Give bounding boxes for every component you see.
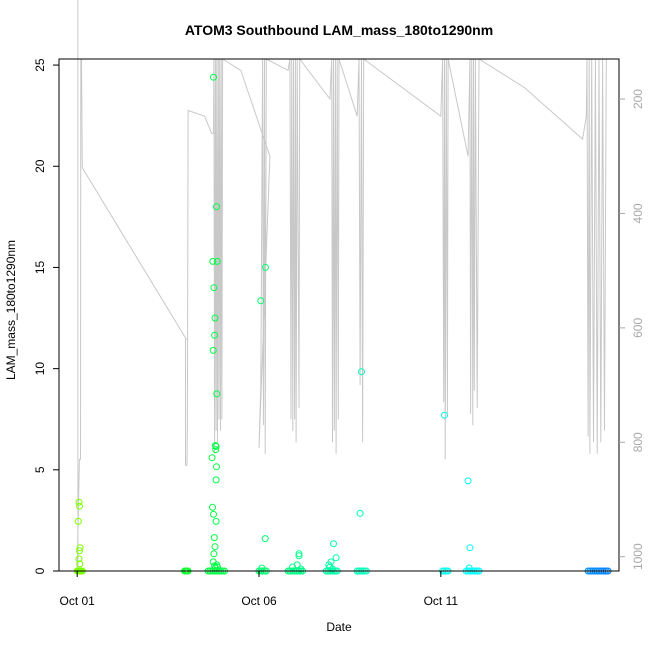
data-point bbox=[213, 203, 220, 211]
x-tick-label: Oct 01 bbox=[60, 594, 96, 608]
data-point bbox=[441, 411, 448, 419]
data-point bbox=[213, 390, 221, 398]
chart-title: ATOM3 Southbound LAM_mass_180to1290nm bbox=[185, 22, 493, 38]
data-point bbox=[212, 476, 220, 484]
y-tick-label: 15 bbox=[33, 260, 47, 274]
data-point bbox=[297, 565, 305, 573]
data-point bbox=[75, 498, 83, 506]
altitude-series bbox=[76, 0, 607, 569]
data-point bbox=[257, 297, 265, 305]
y-tick-label: 0 bbox=[33, 567, 47, 574]
y2-tick-label: 1000 bbox=[631, 543, 645, 570]
data-point bbox=[211, 543, 219, 551]
y2-tick-label: 600 bbox=[631, 318, 645, 338]
data-points bbox=[73, 73, 612, 575]
data-point bbox=[75, 547, 83, 555]
y-tick-label: 20 bbox=[33, 159, 47, 173]
y2-tick-label: 800 bbox=[631, 432, 645, 452]
data-point bbox=[76, 544, 84, 552]
data-point bbox=[209, 346, 217, 354]
data-point bbox=[295, 552, 303, 560]
data-point bbox=[464, 477, 472, 485]
altitude-line bbox=[76, 0, 607, 569]
axes: 0 5 10 15 20 25 200 400 600 800 1000 Oct 01 Oct 06 Oc… bbox=[33, 58, 645, 608]
y2-tick-label: 200 bbox=[631, 89, 645, 109]
data-point bbox=[211, 442, 219, 449]
data-point bbox=[209, 257, 217, 265]
data-point bbox=[358, 368, 365, 376]
data-point bbox=[210, 510, 217, 518]
data-point bbox=[212, 446, 220, 454]
data-point bbox=[211, 314, 219, 322]
data-point bbox=[213, 257, 221, 265]
data-point bbox=[74, 517, 82, 525]
y-tick-label: 25 bbox=[33, 58, 47, 72]
data-point bbox=[214, 563, 221, 571]
data-point bbox=[356, 509, 364, 517]
data-point bbox=[466, 544, 474, 552]
y-axis-label: LAM_mass_180to1290nm bbox=[4, 240, 18, 380]
data-point bbox=[330, 540, 337, 548]
data-point bbox=[75, 502, 83, 510]
x-tick-label: Oct 06 bbox=[241, 594, 277, 608]
data-point bbox=[210, 550, 218, 558]
y-tick-label: 5 bbox=[33, 466, 47, 473]
y2-tick-label: 400 bbox=[631, 203, 645, 223]
data-point bbox=[213, 463, 220, 471]
data-point bbox=[75, 555, 83, 563]
data-point bbox=[210, 534, 218, 542]
plot-frame bbox=[58, 58, 620, 572]
data-point bbox=[76, 560, 84, 568]
data-point bbox=[208, 454, 216, 462]
data-point bbox=[262, 263, 269, 271]
data-point bbox=[261, 535, 269, 543]
data-point bbox=[210, 73, 217, 81]
data-point bbox=[329, 565, 336, 573]
data-point bbox=[209, 503, 216, 511]
data-point bbox=[211, 331, 219, 339]
y-tick-label: 10 bbox=[33, 362, 47, 376]
x-axis-label: Date bbox=[326, 620, 352, 634]
data-point bbox=[212, 443, 220, 450]
data-point bbox=[210, 284, 218, 292]
x-tick-label: Oct 11 bbox=[424, 594, 459, 608]
data-point bbox=[212, 517, 220, 525]
data-point bbox=[295, 550, 303, 558]
data-point bbox=[289, 563, 296, 571]
data-point bbox=[332, 554, 340, 562]
